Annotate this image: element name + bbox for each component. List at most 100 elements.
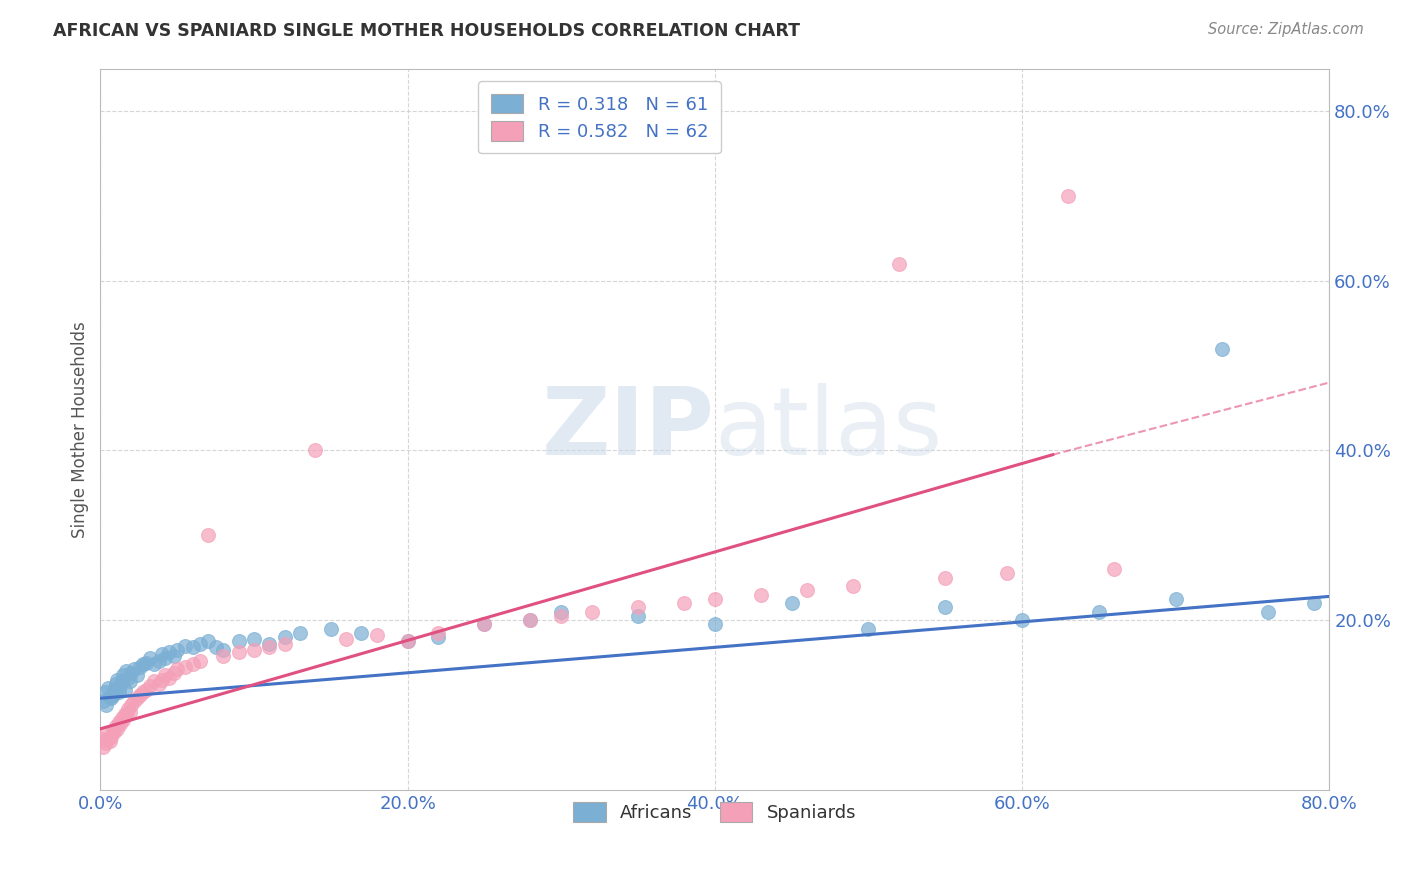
Point — [148, 654, 170, 668]
Point — [132, 657, 155, 672]
Point — [98, 733, 121, 747]
Point — [181, 640, 204, 655]
Point — [105, 722, 128, 736]
Point — [259, 640, 281, 655]
Point — [228, 634, 250, 648]
Point — [519, 613, 541, 627]
Point — [129, 688, 152, 702]
Point — [396, 634, 419, 648]
Point — [1102, 562, 1125, 576]
Point — [197, 634, 219, 648]
Point — [627, 600, 650, 615]
Point — [243, 643, 266, 657]
Point — [519, 613, 541, 627]
Point — [212, 648, 235, 663]
Point — [93, 694, 115, 708]
Point — [143, 674, 166, 689]
Point — [112, 668, 135, 682]
Point — [114, 682, 136, 697]
Point — [115, 664, 138, 678]
Point — [1211, 342, 1233, 356]
Point — [105, 673, 128, 687]
Point — [90, 731, 112, 746]
Point — [1257, 605, 1279, 619]
Point — [627, 609, 650, 624]
Point — [101, 688, 124, 702]
Point — [100, 731, 122, 745]
Point — [111, 711, 134, 725]
Point — [107, 714, 129, 729]
Point — [995, 566, 1018, 581]
Point — [243, 632, 266, 646]
Point — [159, 645, 181, 659]
Point — [1302, 596, 1324, 610]
Text: atlas: atlas — [714, 384, 943, 475]
Point — [143, 657, 166, 672]
Point — [166, 643, 188, 657]
Point — [163, 648, 186, 663]
Point — [96, 698, 118, 712]
Point — [101, 723, 124, 738]
Point — [120, 698, 142, 712]
Point — [100, 691, 122, 706]
Point — [127, 668, 149, 682]
Legend: Africans, Spaniards: Africans, Spaniards — [561, 789, 869, 835]
Point — [159, 671, 181, 685]
Point — [259, 637, 281, 651]
Point — [112, 714, 135, 728]
Point — [934, 571, 956, 585]
Point — [749, 588, 772, 602]
Point — [1164, 591, 1187, 606]
Point — [150, 673, 173, 687]
Point — [132, 685, 155, 699]
Point — [153, 668, 176, 682]
Point — [212, 643, 235, 657]
Point — [153, 651, 176, 665]
Point — [273, 630, 295, 644]
Point — [127, 691, 149, 706]
Point — [117, 702, 139, 716]
Point — [842, 579, 865, 593]
Point — [581, 605, 603, 619]
Text: ZIP: ZIP — [541, 384, 714, 475]
Point — [934, 600, 956, 615]
Point — [118, 674, 141, 689]
Point — [166, 662, 188, 676]
Point — [1088, 605, 1111, 619]
Point — [550, 609, 572, 624]
Point — [120, 665, 142, 680]
Point — [173, 639, 195, 653]
Point — [104, 677, 127, 691]
Point — [135, 656, 157, 670]
Point — [118, 705, 141, 719]
Point — [122, 694, 145, 708]
Point — [129, 660, 152, 674]
Point — [188, 637, 211, 651]
Point — [1011, 613, 1033, 627]
Point — [103, 682, 125, 697]
Point — [703, 617, 725, 632]
Point — [197, 528, 219, 542]
Point — [107, 685, 129, 699]
Point — [97, 681, 120, 695]
Point — [335, 632, 357, 646]
Point — [115, 708, 138, 723]
Point — [304, 443, 326, 458]
Point — [173, 660, 195, 674]
Point — [103, 725, 125, 739]
Point — [796, 583, 818, 598]
Point — [858, 622, 880, 636]
Point — [427, 630, 450, 644]
Point — [138, 679, 160, 693]
Point — [319, 622, 342, 636]
Point — [474, 617, 496, 632]
Point — [550, 605, 572, 619]
Text: AFRICAN VS SPANIARD SINGLE MOTHER HOUSEHOLDS CORRELATION CHART: AFRICAN VS SPANIARD SINGLE MOTHER HOUSEH… — [53, 22, 800, 40]
Point — [673, 596, 696, 610]
Point — [135, 682, 157, 697]
Point — [288, 626, 311, 640]
Point — [138, 651, 160, 665]
Point — [181, 657, 204, 672]
Point — [188, 654, 211, 668]
Point — [273, 637, 295, 651]
